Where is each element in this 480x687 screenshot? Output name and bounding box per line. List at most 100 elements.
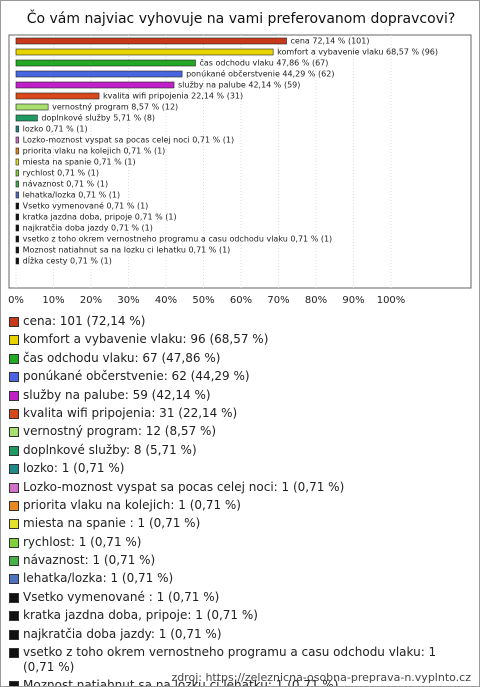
bar-label: kratka jazdna doba, pripoje 0,71 % (1) [23,213,177,222]
bar-label: Moznost natiahnut sa na lozku ci lehatku… [23,246,231,255]
legend-label: najkratčia doba jazdy: 1 (0,71 %) [23,626,222,641]
x-tick-label: 60% [230,295,252,306]
bar-label: miesta na spanie 0,71 % (1) [23,158,136,167]
bar-label: návaznost 0,71 % (1) [23,180,108,189]
legend-item: komfort a vybavenie vlaku: 96 (68,57 %) [9,332,471,347]
legend-swatch [9,611,19,622]
legend-item: najkratčia doba jazdy: 1 (0,71 %) [9,627,471,642]
legend-swatch [9,648,19,659]
x-tick-label: 0% [8,295,24,306]
x-tick-label: 80% [305,295,327,306]
legend-item: vsetko z toho okrem vernostneho programu… [9,645,471,675]
legend-label: Moznost natiahnut sa na lozku ci lehatku… [23,678,339,687]
bar-label: rychlost 0,71 % (1) [23,169,99,178]
bar-label: služby na palube 42,14 % (59) [178,81,300,90]
plot-frame [8,34,472,289]
legend-swatch [9,537,19,548]
bar [15,37,287,45]
bar [15,125,19,133]
bar [15,103,49,111]
bar-label: lehatka/lozka 0,71 % (1) [23,191,120,200]
legend-label: Lozko-moznost vyspat sa pocas celej noci… [23,479,345,494]
bar [15,59,196,67]
legend-swatch [9,574,19,585]
bar [15,257,19,265]
legend-label: čas odchodu vlaku: 67 (47,86 %) [23,350,221,365]
legend-label: služby na palube: 59 (42,14 %) [23,387,211,402]
legend-item: vernostný program: 12 (8,57 %) [9,424,471,439]
bar-label: Lozko-moznost vyspat sa pocas celej noci… [23,136,234,145]
bar [15,147,19,155]
bar-label: vsetko z toho okrem vernostneho programu… [23,235,333,244]
legend-swatch [9,681,19,686]
legend-swatch [9,519,19,530]
legend-item: kratka jazdna doba, pripoje: 1 (0,71 %) [9,608,471,623]
bar [15,191,19,199]
x-tick-label: 100% [377,295,406,306]
legend-label: návaznost: 1 (0,71 %) [23,553,156,568]
legend-swatch [9,353,19,364]
legend-label: miesta na spanie : 1 (0,71 %) [23,516,201,531]
legend-swatch [9,445,19,456]
bar [15,213,19,221]
legend-label: rychlost: 1 (0,71 %) [23,534,142,549]
legend-label: lozko: 1 (0,71 %) [23,461,125,476]
legend-item: rychlost: 1 (0,71 %) [9,535,471,550]
bar-label: čas odchodu vlaku 47,86 % (67) [199,58,328,68]
legend-swatch [9,629,19,640]
bar-label: Vsetko vymenované 0,71 % (1) [23,201,149,211]
bar [15,235,19,243]
bar-label: ponúkané občerstvenie 44,29 % (62) [186,69,334,79]
legend-swatch [9,500,19,511]
legend-label: priorita vlaku na kolejich: 1 (0,71 %) [23,497,241,512]
source: zdroj: https://zeleznicna-osobna-preprav… [171,671,471,684]
legend-item: Moznost natiahnut sa na lozku ci lehatku… [9,678,471,687]
bar [15,136,19,144]
legend-item: čas odchodu vlaku: 67 (47,86 %) [9,351,471,366]
bar [15,169,19,177]
bar [15,158,19,166]
bar-label: priorita vlaku na kolejich 0,71 % (1) [23,147,166,156]
legend-swatch [9,464,19,475]
bar [15,81,175,89]
legend-label: kvalita wifi pripojenia: 31 (22,14 %) [23,405,238,420]
legend-item: ponúkané občerstvenie: 62 (44,29 %) [9,369,471,384]
bar-label: dĺžka cesty 0,71 % (1) [23,255,112,266]
legend-label: lehatka/lozka: 1 (0,71 %) [23,571,174,586]
chart: Čo vám najviac vyhovuje na vami preferov… [8,9,472,306]
x-tick-label: 40% [155,295,177,306]
legend-item: návaznost: 1 (0,71 %) [9,553,471,568]
bar [15,224,19,232]
legend-swatch [9,427,19,438]
legend-swatch [9,592,19,603]
legend-swatch [9,335,19,346]
legend-swatch [9,482,19,493]
legend-item: služby na palube: 59 (42,14 %) [9,388,471,403]
legend-item: Vsetko vymenované : 1 (0,71 %) [9,590,471,605]
legend-item: miesta na spanie : 1 (0,71 %) [9,516,471,531]
legend-label: ponúkané občerstvenie: 62 (44,29 %) [23,369,250,384]
legend-swatch [9,390,19,401]
bar-label: najkratčia doba jazdy 0,71 % (1) [23,223,153,233]
bar-label: vernostný program 8,57 % (12) [52,103,178,112]
x-tick-label: 10% [42,295,64,306]
x-tick-label: 20% [80,295,102,306]
bar [15,48,274,56]
legend-swatch [9,317,19,327]
legend-item: doplnkové služby: 8 (5,71 %) [9,443,471,458]
legend-label: kratka jazdna doba, pripoje: 1 (0,71 %) [23,608,258,623]
bar [15,114,38,122]
legend-label: vernostný program: 12 (8,57 %) [23,424,217,439]
legend-label: doplnkové služby: 8 (5,71 %) [23,442,197,457]
bar [15,246,19,254]
legend-swatch [9,408,19,419]
chart-title: Čo vám najviac vyhovuje na vami preferov… [27,9,456,27]
legend-label: cena: 101 (72,14 %) [23,314,146,328]
bar-label: cena 72,14 % (101) [291,37,370,46]
legend-label: Vsetko vymenované : 1 (0,71 %) [23,589,220,604]
legend-label: komfort a vybavenie vlaku: 96 (68,57 %) [23,332,269,347]
bar [15,180,19,188]
legend-item: lehatka/lozka: 1 (0,71 %) [9,571,471,586]
x-tick-label: 30% [117,295,139,306]
bar-label: komfort a vybavenie vlaku 68,57 % (96) [277,48,438,57]
